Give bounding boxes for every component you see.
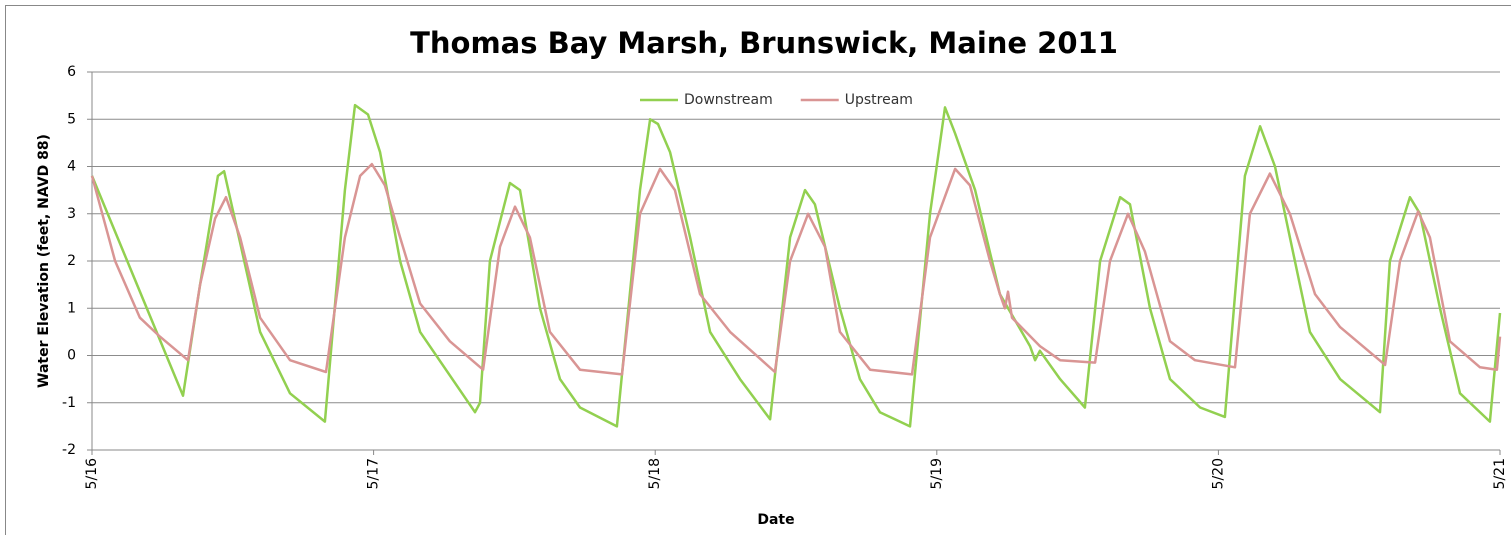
chart-title: Thomas Bay Marsh, Brunswick, Maine 2011	[410, 26, 1118, 60]
y-tick-label: 2	[67, 253, 76, 269]
x-tick-label: 5/20	[1210, 458, 1226, 489]
series-line	[90, 162, 1502, 376]
y-axis-title: Water Elevation (feet, NAVD 88)	[36, 134, 52, 388]
y-tick-label: -1	[62, 395, 76, 411]
y-tick-label: 3	[67, 206, 76, 222]
x-tick-label: 5/17	[366, 458, 382, 489]
x-tick-label: 5/16	[84, 458, 100, 490]
x-tick-label: 5/19	[929, 458, 945, 489]
legend-label: Downstream	[684, 92, 773, 108]
legend-label: Upstream	[845, 92, 913, 108]
y-tick-label: 4	[67, 159, 76, 175]
y-tick-label: 0	[67, 348, 76, 364]
y-tick-label: -2	[62, 442, 76, 458]
y-tick-label: 5	[67, 111, 76, 127]
x-tick-label: 5/21	[1492, 458, 1508, 489]
y-tick-label: 1	[67, 300, 76, 316]
x-tick-label: 5/18	[647, 458, 663, 489]
y-tick-label: 6	[67, 64, 76, 80]
chart-frame	[5, 5, 1511, 535]
x-axis-title: Date	[757, 512, 794, 528]
